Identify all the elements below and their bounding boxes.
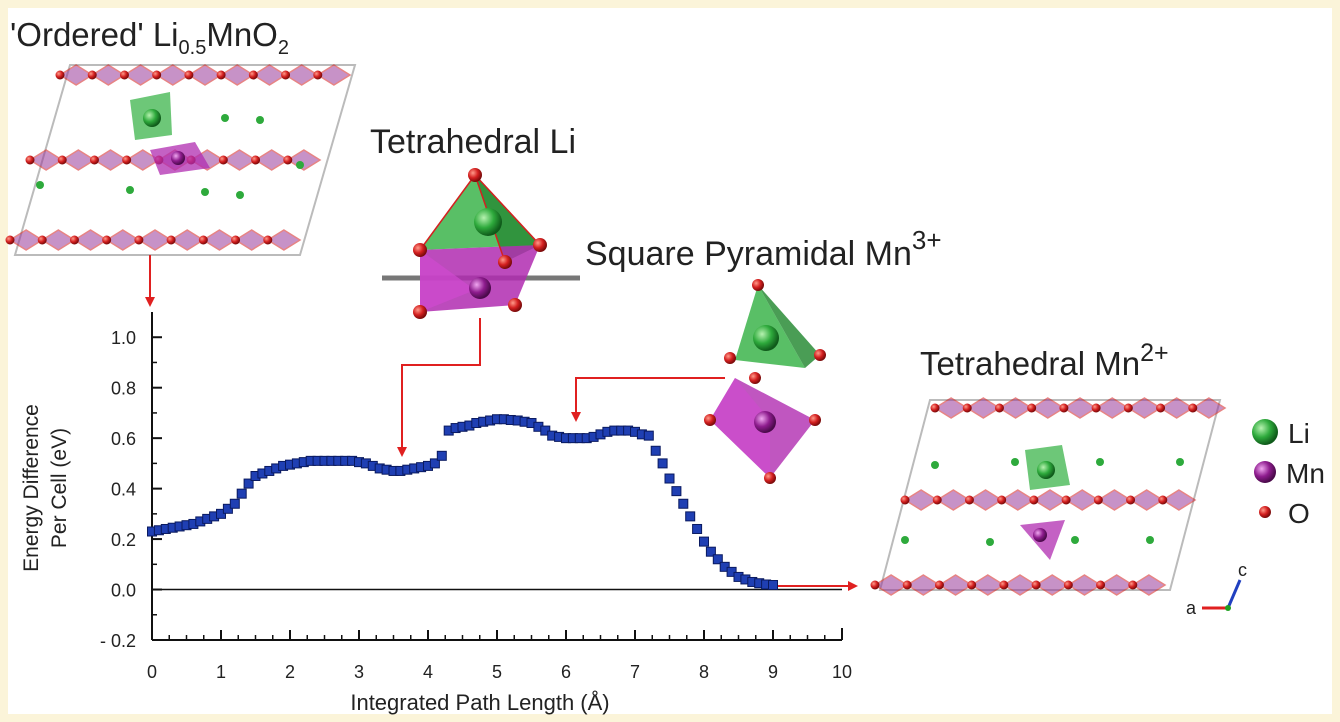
x-tick-label: 4	[423, 662, 433, 682]
y-tick-label: 0.8	[111, 379, 136, 399]
data-point	[671, 486, 682, 497]
data-point	[685, 511, 696, 522]
data-point	[429, 458, 440, 469]
legend-mn-marker	[1254, 461, 1276, 483]
legend-li-label: Li	[1288, 418, 1310, 449]
li-atom	[143, 109, 161, 127]
x-tick-label: 3	[354, 662, 364, 682]
y-tick-label: - 0.2	[100, 631, 136, 651]
legend-mn-label: Mn	[1286, 458, 1325, 489]
mno2-layer	[930, 397, 1227, 419]
legend-o-label: O	[1288, 498, 1310, 529]
data-point	[705, 546, 716, 557]
crystal-axes-glyph: c a	[1186, 560, 1247, 618]
y-tick-label: 1.0	[111, 328, 136, 348]
data-point	[216, 508, 226, 519]
data-point	[222, 503, 233, 514]
legend-o-marker	[1259, 506, 1271, 518]
data-point	[664, 473, 675, 484]
arrow-square-pyramidal	[571, 377, 725, 422]
ordered-label: 'Ordered' Li0.5MnO2	[10, 16, 289, 59]
x-tick-label: 5	[492, 662, 502, 682]
axis-c-label: c	[1238, 560, 1247, 580]
data-point	[719, 561, 730, 572]
axis-a-label: a	[1186, 598, 1197, 618]
tetrahedral-mn-label: Tetrahedral Mn2+	[920, 339, 1169, 382]
energy-chart: 0 1 2 3 4 5 6 7 8 9 10 - 0.2 0.0 0.2 0.4 0.6 0.8 1.0	[100, 312, 852, 682]
tetrahedral-li-label: Tetrahedral Li	[370, 123, 576, 161]
data-point	[712, 554, 723, 565]
x-tick-label: 8	[699, 662, 709, 682]
square-pyramidal-polyhedron	[704, 279, 826, 484]
mno2-layer	[900, 489, 1197, 511]
data-point	[768, 579, 778, 590]
legend-li-marker	[1252, 419, 1278, 445]
data-point	[650, 445, 661, 456]
mno2-layer	[55, 64, 352, 86]
y-tick-label: 0.6	[111, 429, 136, 449]
y-axis-title-line1: Energy Difference	[20, 404, 43, 572]
x-tick-label: 10	[832, 662, 852, 682]
data-point	[678, 498, 689, 509]
connector-arrows	[145, 255, 858, 591]
data-point	[236, 488, 247, 499]
square-pyramidal-label: Square Pyramidal Mn3+	[585, 225, 942, 273]
data-point	[540, 425, 551, 436]
y-axis-title-line2: Per Cell (eV)	[48, 428, 71, 548]
y-tick-label: 0.0	[111, 581, 136, 601]
y-tick-label: 0.2	[111, 530, 136, 550]
mno2-layer	[5, 229, 302, 251]
x-tick-label: 2	[285, 662, 295, 682]
x-tick-label: 6	[561, 662, 571, 682]
x-tick-label: 9	[768, 662, 778, 682]
data-point	[436, 450, 447, 461]
data-point	[692, 523, 703, 534]
data-point	[657, 458, 668, 469]
y-tick-label: 0.4	[111, 480, 136, 500]
data-point	[229, 498, 240, 509]
data-point	[699, 536, 709, 547]
legend: Li Mn O	[1252, 418, 1325, 529]
x-tick-label: 1	[216, 662, 226, 682]
tetrahedral-li-polyhedron	[382, 168, 580, 319]
figure-panel	[8, 8, 1332, 714]
data-point	[243, 478, 254, 489]
x-tick-label: 7	[630, 662, 640, 682]
x-axis-title: Integrated Path Length (Å)	[350, 690, 609, 715]
x-tick-label: 0	[147, 662, 157, 682]
data-point	[726, 566, 737, 577]
ordered-structure-image	[5, 64, 357, 256]
mno2-layer	[870, 574, 1167, 596]
tetrahedral-mn-structure-image	[870, 397, 1227, 596]
arrow-tetrahedral-li	[397, 318, 481, 457]
data-point	[643, 430, 654, 441]
